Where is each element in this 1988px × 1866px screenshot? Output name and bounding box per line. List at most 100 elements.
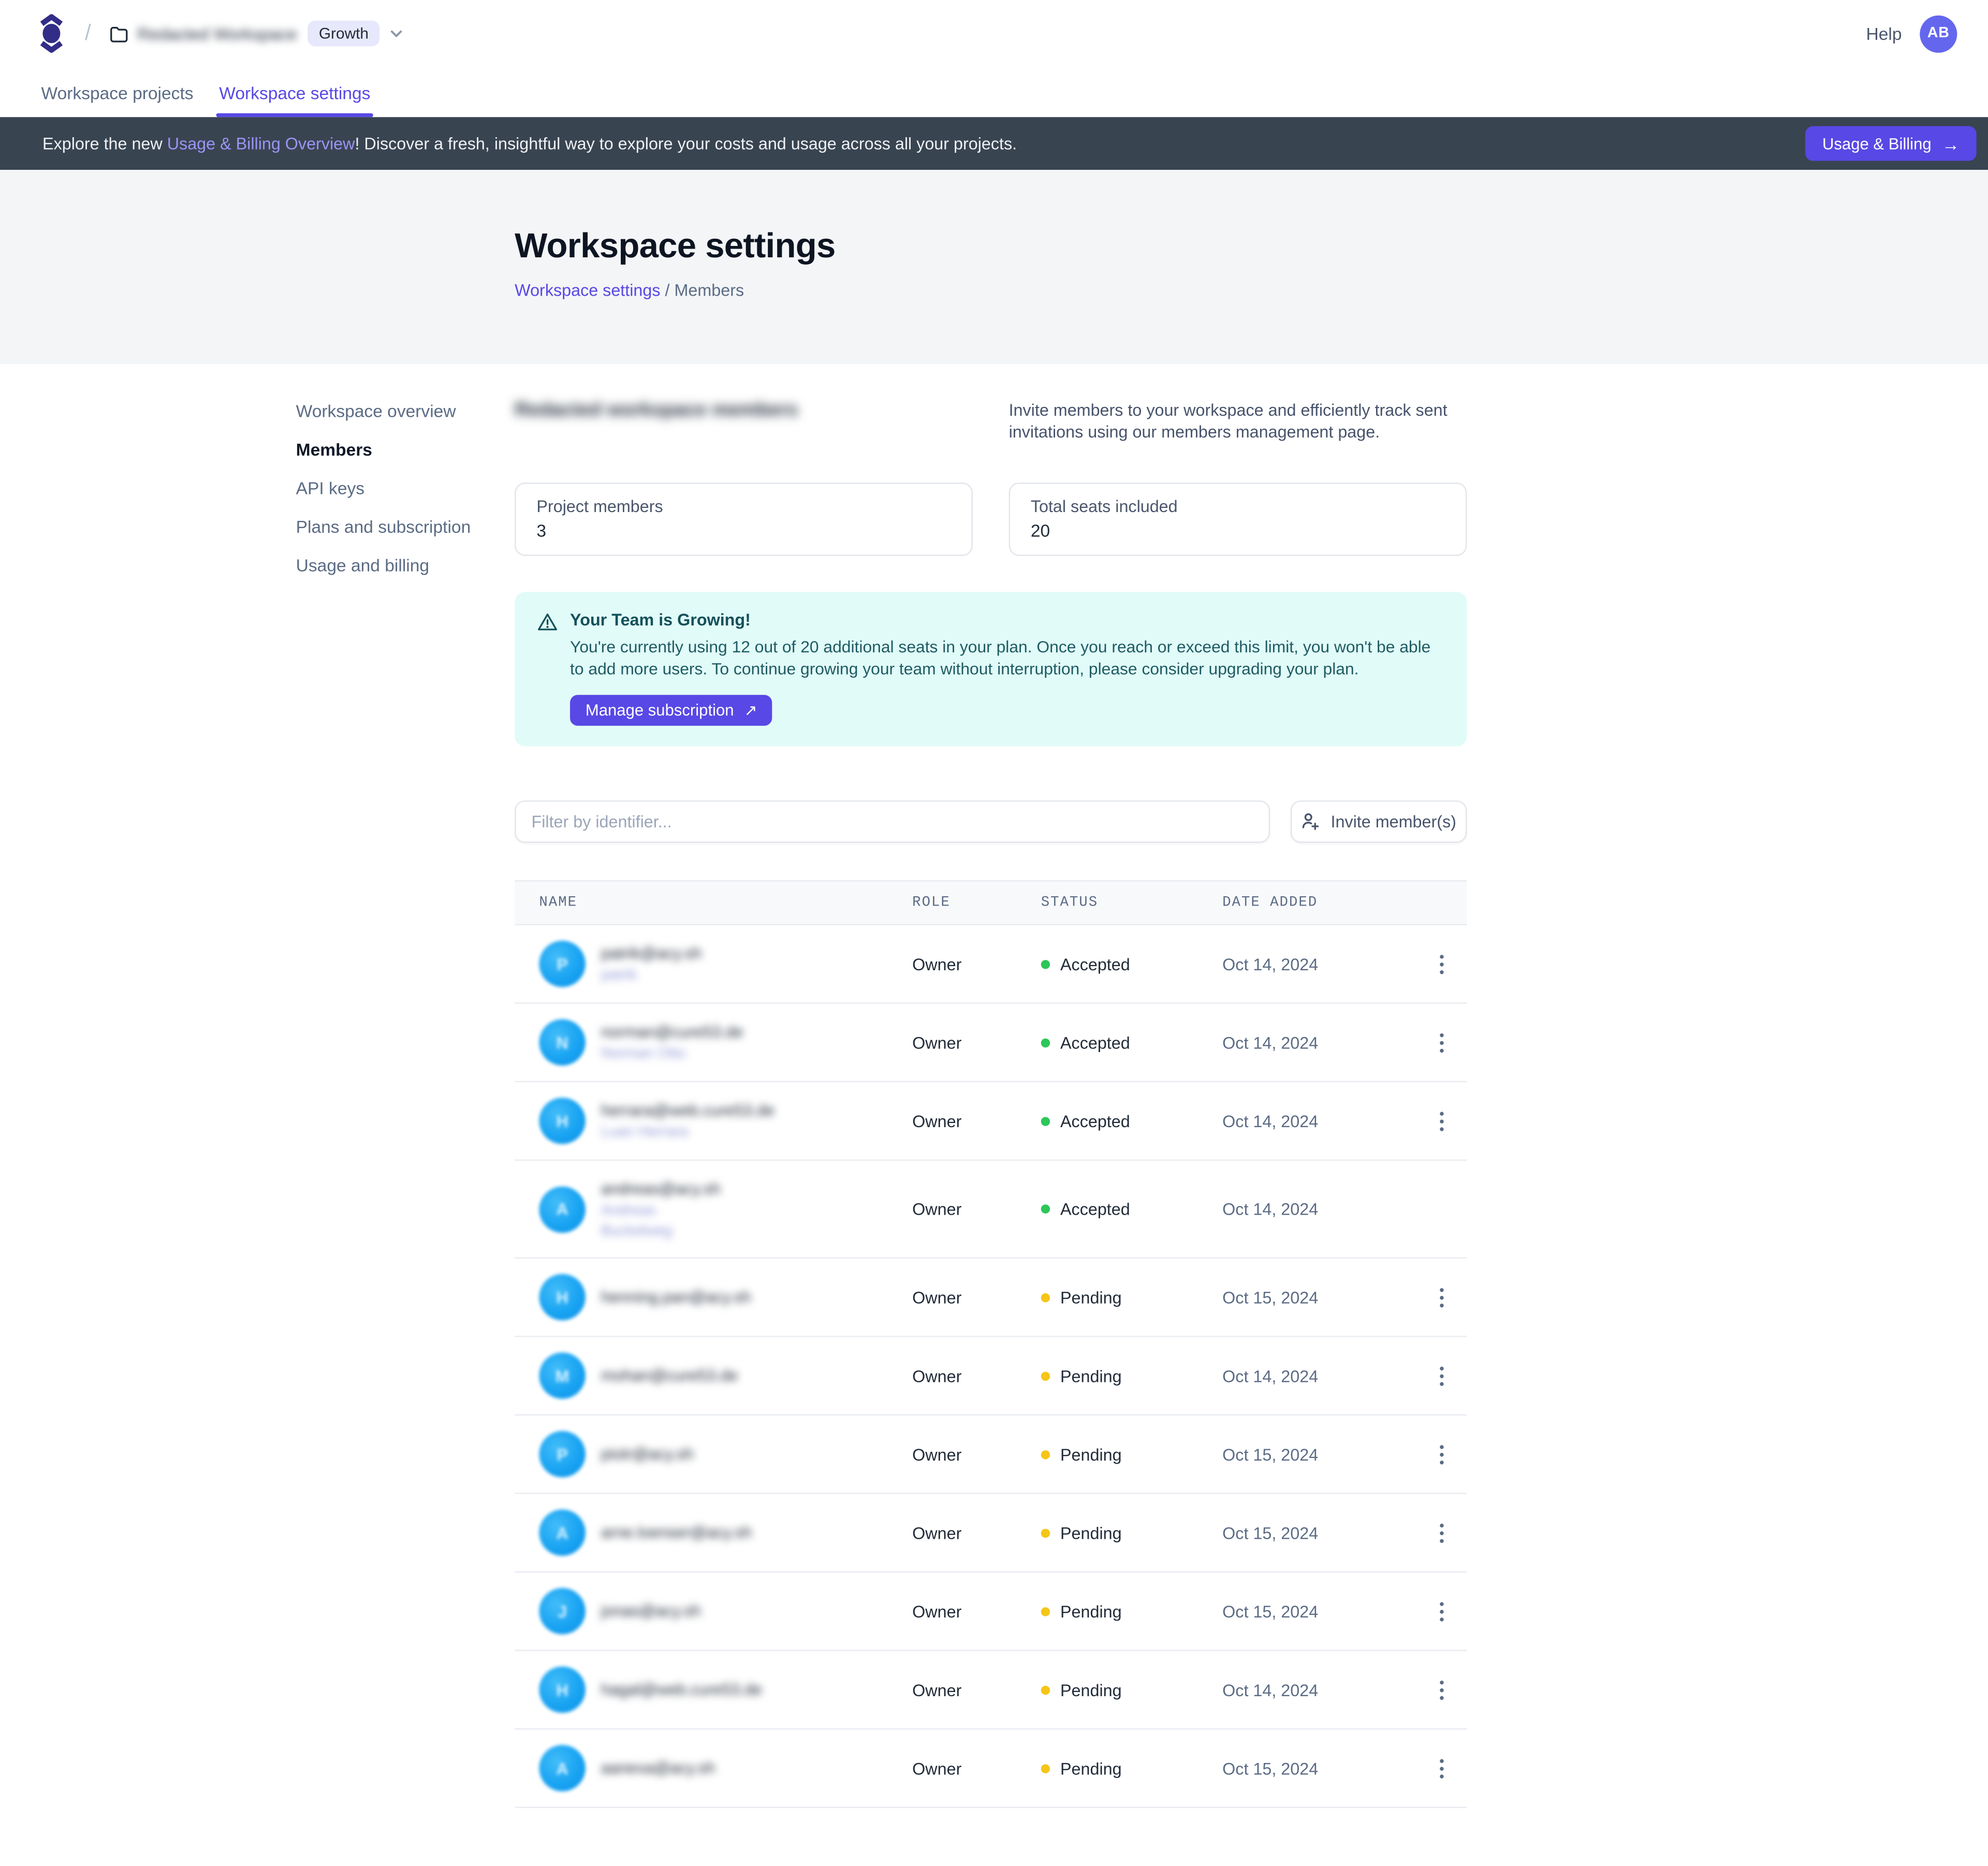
content-area: Workspace overview Members API keys Plans a… [0, 364, 1988, 1866]
table-header-row: NAME ROLE STATUS DATE ADDED [515, 880, 1467, 926]
member-status: Pending [1041, 1523, 1222, 1542]
member-email: aanexa@acy.sh [601, 1759, 715, 1777]
row-menu-button[interactable] [1435, 1282, 1449, 1312]
row-menu-button[interactable] [1435, 1596, 1449, 1626]
project-members-label: Project members [536, 497, 663, 516]
member-avatar: A [539, 1509, 586, 1556]
sidebar-item-usage-and-billing[interactable]: Usage and billing [296, 556, 430, 575]
member-email: piotr@acy.sh [601, 1445, 694, 1463]
banner-text: Explore the new Usage & Billing Overview… [42, 134, 1806, 153]
member-actions-cell [1428, 1282, 1467, 1312]
status-dot-icon [1041, 1685, 1050, 1695]
row-menu-button[interactable] [1435, 1439, 1449, 1469]
member-role: Owner [912, 954, 962, 974]
status-dot-icon [1041, 1204, 1050, 1214]
app-logo-icon[interactable] [39, 14, 65, 53]
member-avatar: A [539, 1745, 586, 1791]
member-username[interactable]: Andreas [601, 1202, 656, 1218]
row-menu-button[interactable] [1435, 1361, 1449, 1390]
alert-body: You're currently using 12 out of 20 addi… [570, 637, 1431, 678]
banner-link[interactable]: Usage & Billing Overview [167, 134, 355, 153]
manage-subscription-label: Manage subscription [585, 701, 734, 720]
row-menu-button[interactable] [1435, 1675, 1449, 1704]
member-date-added: Oct 14, 2024 [1222, 1111, 1319, 1131]
breadcrumb-current: Members [674, 280, 744, 300]
invite-members-label: Invite member(s) [1331, 812, 1456, 832]
filter-input[interactable] [515, 800, 1270, 843]
member-avatar: N [539, 1019, 586, 1066]
status-dot-icon [1041, 1292, 1050, 1302]
member-username[interactable]: Norman Otto [601, 1046, 686, 1062]
members-intro: Invite members to your workspace and eff… [1008, 400, 1448, 442]
status-dot-icon [1041, 959, 1050, 969]
row-menu-button[interactable] [1435, 1028, 1449, 1057]
tab-workspace-settings[interactable]: Workspace settings [216, 84, 373, 118]
top-bar-right: Help AB [1866, 14, 1957, 52]
member-date-added: Oct 14, 2024 [1222, 1366, 1319, 1386]
sidebar-item-plans-and-subscription[interactable]: Plans and subscription [296, 517, 471, 537]
promo-banner: Explore the new Usage & Billing Overview… [0, 117, 1988, 170]
row-menu-button[interactable] [1435, 1753, 1449, 1783]
total-seats-card: Total seats included 20 [1008, 483, 1467, 556]
member-status: Pending [1041, 1288, 1222, 1307]
workspace-tabs: Workspace projects Workspace settings [0, 67, 1988, 118]
member-username[interactable]: patrik [601, 968, 637, 983]
member-actions-cell [1428, 1361, 1467, 1390]
member-email: norman@cure53.de [601, 1023, 743, 1041]
member-identity: norman@cure53.de Norman Otto [601, 1023, 743, 1062]
member-date-added: Oct 15, 2024 [1222, 1523, 1319, 1542]
status-dot-icon [1041, 1763, 1050, 1773]
user-avatar[interactable]: AB [1920, 14, 1957, 52]
row-menu-button[interactable] [1435, 1518, 1449, 1548]
arrow-up-right-icon: ↗ [744, 701, 757, 720]
tab-workspace-projects[interactable]: Workspace projects [41, 83, 194, 103]
sidebar-item-api-keys[interactable]: API keys [296, 478, 365, 498]
member-avatar: P [539, 940, 586, 987]
top-bar: / Redacted Workspace Growth Help AB [0, 0, 1988, 67]
breadcrumb-slash: / [85, 20, 91, 45]
member-username[interactable]: Luan Herrara [601, 1125, 689, 1141]
member-role: Owner [912, 1444, 962, 1464]
sidebar-item-members[interactable]: Members [296, 440, 372, 460]
member-identity: hagal@web.cure53.de [601, 1681, 762, 1699]
help-link[interactable]: Help [1866, 23, 1902, 43]
member-identity: aanexa@acy.sh [601, 1759, 715, 1777]
member-actions-cell [1428, 1439, 1467, 1469]
chevron-down-icon[interactable] [389, 26, 405, 41]
member-actions-cell [1428, 1675, 1467, 1704]
members-section-head: Redacted workspace members Invite member… [515, 399, 1467, 443]
member-identity: piotr@acy.sh [601, 1445, 694, 1463]
sidebar-item-workspace-overview[interactable]: Workspace overview [296, 401, 456, 421]
member-date-added: Oct 15, 2024 [1222, 1758, 1319, 1778]
usage-billing-button[interactable]: Usage & Billing → [1805, 126, 1977, 161]
manage-subscription-button[interactable]: Manage subscription ↗ [570, 695, 773, 726]
member-date-added: Oct 14, 2024 [1222, 1032, 1319, 1052]
row-menu-button[interactable] [1435, 949, 1449, 979]
member-date-added: Oct 14, 2024 [1222, 1199, 1319, 1219]
invite-members-button[interactable]: Invite member(s) [1290, 800, 1467, 843]
member-email: mohan@cure53.de [601, 1366, 738, 1385]
member-date-added: Oct 15, 2024 [1222, 1444, 1319, 1464]
workspace-name[interactable]: Redacted Workspace [137, 23, 297, 43]
breadcrumb-workspace-settings-link[interactable]: Workspace settings [515, 280, 661, 300]
plan-badge: Growth [307, 20, 381, 47]
member-avatar: H [539, 1098, 586, 1144]
status-dot-icon [1041, 1116, 1050, 1126]
member-email: jonas@acy.sh [601, 1602, 701, 1621]
member-username[interactable]: Buckelweg [601, 1223, 673, 1239]
side-nav: Workspace overview Members API keys Plans a… [296, 399, 495, 577]
member-role: Owner [912, 1366, 962, 1386]
project-members-value: 3 [536, 521, 547, 541]
warning-icon [538, 614, 558, 631]
row-menu-button[interactable] [1435, 1106, 1449, 1135]
